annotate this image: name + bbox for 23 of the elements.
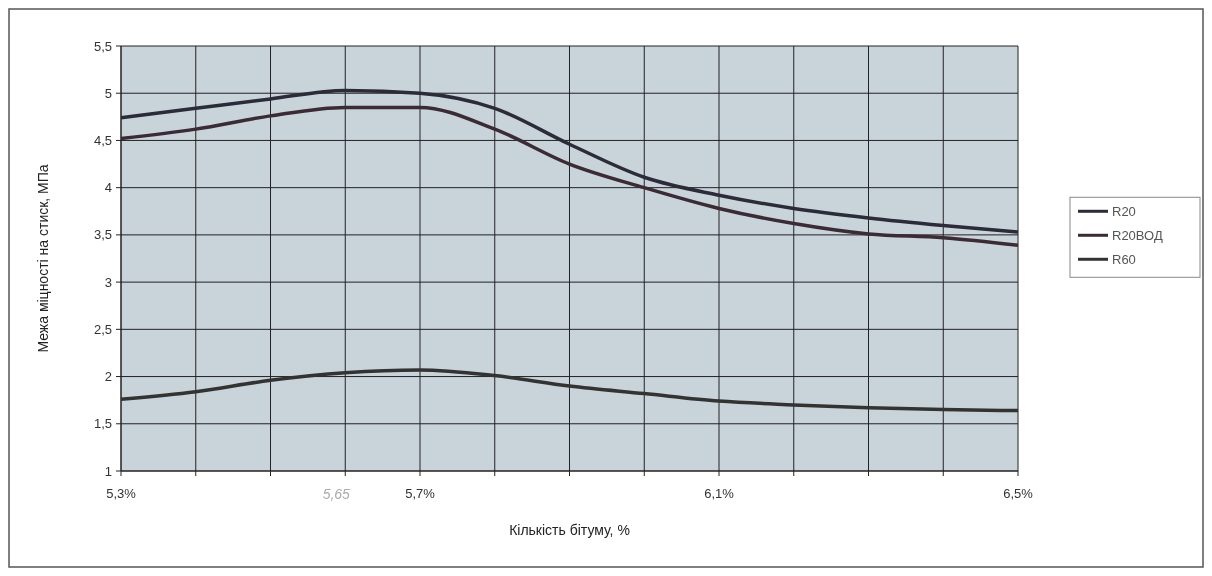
legend-label: R60 bbox=[1112, 251, 1136, 267]
y-tick-label: 2,5 bbox=[93, 321, 112, 337]
y-tick-label: 2 bbox=[104, 369, 112, 385]
x-tick-label: 5,7% bbox=[405, 486, 436, 501]
y-tick-label: 3,5 bbox=[93, 227, 112, 243]
text: 5,65 bbox=[322, 486, 351, 502]
line-series bbox=[119, 88, 1020, 234]
x-tick-label: 6,1% bbox=[704, 486, 735, 501]
y-tick-label: 5,5 bbox=[93, 38, 112, 54]
y-tick-label: 3 bbox=[104, 274, 112, 290]
legend-label: R20 bbox=[1112, 203, 1136, 219]
y-axis-title: Межа міцності на стиск, МПа bbox=[35, 164, 51, 353]
legend-label: R20ВОД bbox=[1112, 227, 1163, 243]
line-series bbox=[119, 368, 1020, 413]
y-tick-label: 4,5 bbox=[93, 132, 112, 148]
x-axis-title: Кількість бітуму, % bbox=[509, 522, 630, 538]
line-series bbox=[119, 105, 1020, 248]
x-tick-label: 6,5% bbox=[1003, 486, 1034, 501]
x-tick-label: 5,3% bbox=[106, 486, 137, 501]
y-tick-label: 4 bbox=[104, 180, 112, 196]
y-tick-label: 5 bbox=[104, 85, 112, 101]
y-tick-label: 1 bbox=[104, 463, 112, 479]
y-tick-label: 1,5 bbox=[93, 416, 112, 432]
